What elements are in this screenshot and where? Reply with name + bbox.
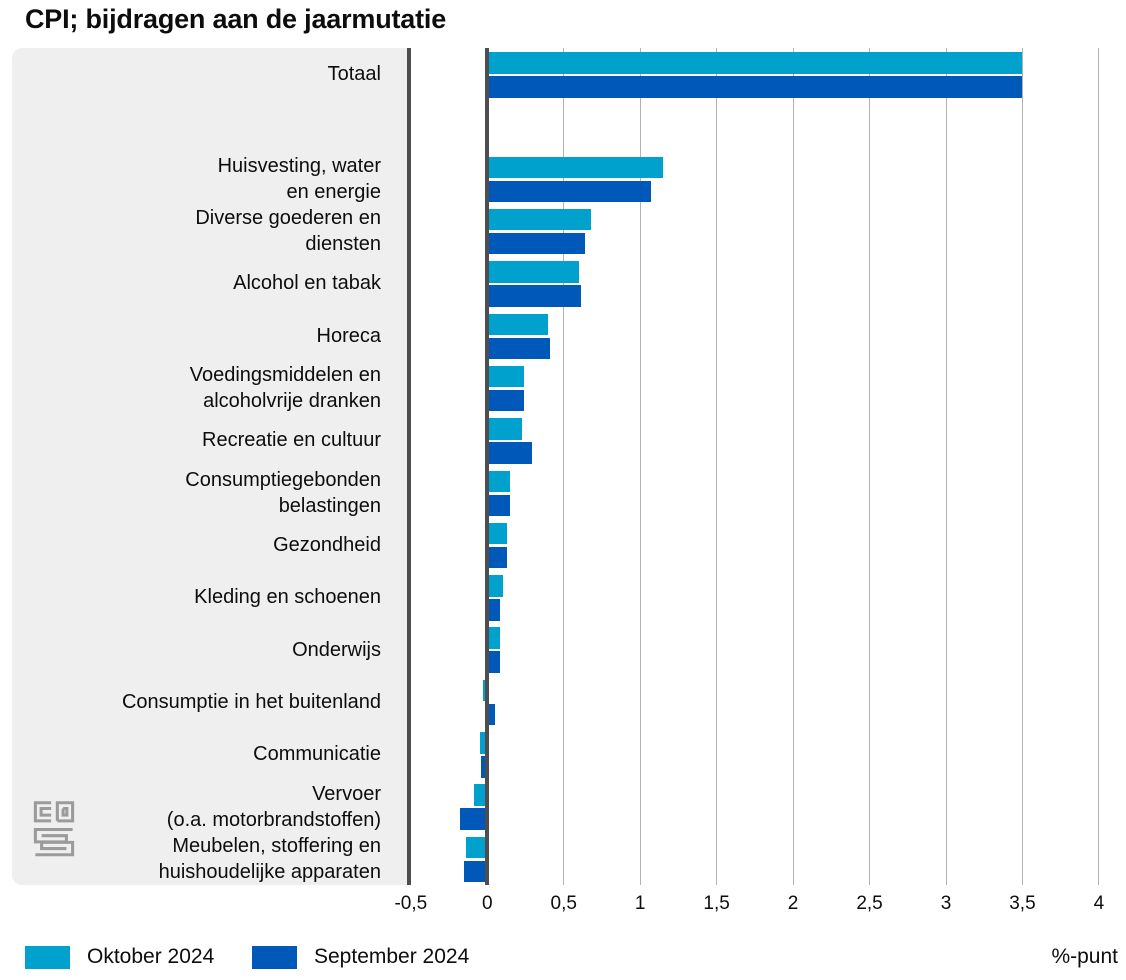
gridline-1,5 (716, 48, 718, 885)
bar-september-2024-gezondheid (487, 546, 508, 569)
gridline-4 (1098, 48, 1100, 885)
bar-oktober-2024-gezondheid (487, 522, 508, 545)
x-tick-label-0-5: 0,5 (550, 893, 577, 914)
category-label-alcohol-en-tabak: Alcohol en tabak (233, 272, 381, 295)
bar-oktober-2024-recreatie-en-cultuur (487, 418, 523, 440)
legend-swatch-september-2024 (252, 945, 297, 969)
gridline-2 (792, 48, 794, 885)
bar-september-2024-consumptie-in-het-buitenland (487, 703, 495, 726)
bar-oktober-2024-horeca (487, 313, 549, 336)
bar-september-2024-communicatie (481, 756, 488, 778)
category-label-consumptiegebonden-belastingen: Consumptiegebonden belastingen (185, 468, 381, 517)
legend: Oktober 2024 September 2024 %-punt (0, 942, 1126, 972)
x-tick-label-2: 2 (787, 893, 799, 914)
category-label-huisvesting-water-en-energie: Huisvesting, water en energie (217, 154, 381, 203)
category-label-kleding-en-schoenen: Kleding en schoenen (194, 586, 381, 609)
bar-oktober-2024-kleding-en-schoenen (487, 575, 503, 597)
bar-september-2024-vervoer-o-a-motorbrandstoffen (459, 808, 488, 830)
category-label-communicatie: Communicatie (253, 743, 381, 766)
x-tick-label-0: 0 (482, 893, 493, 914)
bar-september-2024-voedingsmiddelen-en-alcoholvrije-dranken (487, 389, 524, 412)
gridline-3 (945, 48, 947, 885)
x-tick-label-3-5: 3,5 (1009, 893, 1036, 914)
category-label-voedingsmiddelen-en-alcoholvrije-dranken: Voedingsmiddelen en alcoholvrije dranken (189, 364, 381, 413)
x-tick-label-2-5: 2,5 (856, 893, 883, 914)
bar-oktober-2024-vervoer-o-a-motorbrandstoffen (473, 784, 488, 806)
bar-oktober-2024-alcohol-en-tabak (487, 261, 580, 283)
gridline-3,5 (1021, 48, 1023, 885)
bar-oktober-2024-communicatie (479, 732, 488, 754)
x-tick-label-4: 4 (1093, 893, 1105, 914)
bar-oktober-2024-consumptie-in-het-buitenland (482, 679, 488, 702)
gridline-1 (639, 48, 641, 885)
category-label-diverse-goederen-en-diensten: Diverse goederen en diensten (195, 207, 381, 256)
legend-swatch-oktober-2024 (25, 945, 70, 969)
category-label-onderwijs: Onderwijs (292, 638, 381, 661)
category-label-panel: Totaal Huisvesting, water en energie Diver… (12, 48, 411, 885)
bar-september-2024-horeca (487, 337, 550, 360)
x-tick-label-0-5: -0,5 (394, 893, 428, 914)
bar-september-2024-meubelen-stoffering-en-huishoudelijke-apparaten (464, 860, 488, 883)
legend-label-september-2024: September 2024 (314, 945, 470, 968)
category-label-consumptie-in-het-buitenland: Consumptie in het buitenland (121, 690, 381, 713)
cbs-logo (33, 801, 75, 857)
chart-title: CPI; bijdragen aan de jaarmutatie (25, 4, 447, 34)
bar-oktober-2024-voedingsmiddelen-en-alcoholvrije-dranken (487, 365, 524, 388)
bar-oktober-2024-consumptiegebonden-belastingen (487, 470, 511, 492)
x-tick-label-1-5: 1,5 (703, 893, 730, 914)
category-label-horeca: Horeca (316, 324, 381, 347)
category-label-totaal: Totaal (327, 63, 381, 86)
x-tick-label-3: 3 (940, 893, 952, 914)
category-label-gezondheid: Gezondheid (273, 533, 381, 556)
bar-oktober-2024-huisvesting-water-en-energie (487, 156, 664, 179)
legend-label-oktober-2024: Oktober 2024 (87, 945, 215, 968)
category-label-vervoer-o-a-motorbrandstoffen: Vervoer (o.a. motorbrandstoffen) (166, 782, 381, 831)
bar-oktober-2024-meubelen-stoffering-en-huishoudelijke-apparaten (465, 836, 488, 859)
gridline-2,5 (869, 48, 871, 885)
gridline-0,5 (563, 48, 565, 885)
zero-axis-line (485, 48, 490, 885)
bar-september-2024-alcohol-en-tabak (487, 285, 581, 307)
bar-september-2024-recreatie-en-cultuur (487, 442, 532, 464)
bar-oktober-2024-onderwijs (487, 627, 500, 649)
bar-september-2024-totaal (487, 76, 1023, 98)
bar-oktober-2024-totaal (487, 52, 1023, 74)
x-tick-label-1: 1 (634, 893, 646, 914)
category-label-recreatie-en-cultuur: Recreatie en cultuur (202, 429, 381, 452)
category-label-meubelen-stoffering-en-huishoudelijke-apparaten: Meubelen, stoffering en huishoudelijke a… (158, 834, 381, 883)
bar-september-2024-onderwijs (487, 651, 500, 673)
bar-oktober-2024-diverse-goederen-en-diensten (487, 208, 592, 231)
legend-item-oktober-2024: Oktober 2024 (25, 942, 214, 972)
bar-september-2024-consumptiegebonden-belastingen (487, 494, 511, 516)
bar-september-2024-huisvesting-water-en-energie (487, 180, 651, 203)
bar-september-2024-diverse-goederen-en-diensten (487, 232, 586, 255)
bar-september-2024-kleding-en-schoenen (487, 599, 500, 621)
x-axis-unit-label: %-punt (1051, 945, 1118, 968)
legend-item-september-2024: September 2024 (252, 942, 469, 972)
